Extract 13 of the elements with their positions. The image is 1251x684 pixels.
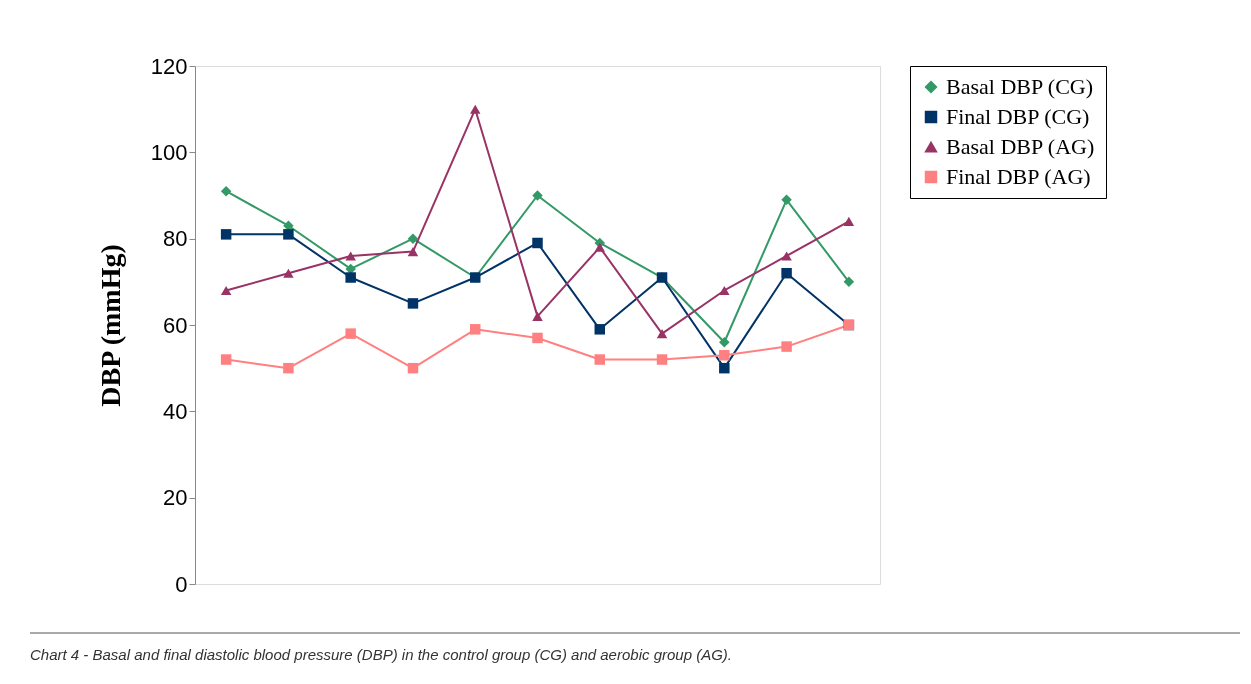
y-tick-label: 20 (163, 485, 188, 511)
y-tick-label: 100 (150, 139, 188, 165)
y-tick-label: 0 (175, 571, 188, 597)
y-tick-label: 120 (150, 53, 188, 79)
legend-label: Basal DBP (CG) (946, 74, 1094, 99)
legend-label: Final DBP (CG) (946, 104, 1090, 129)
legend-label: Final DBP (AG) (946, 164, 1091, 189)
y-tick-label: 80 (163, 226, 188, 252)
y-tick-label: 60 (163, 312, 188, 338)
caption: Chart 4 - Basal and final diastolic blood pressure (DBP) in the control group (CG) and aerobic group (AG). (30, 646, 733, 663)
legend-label: Basal DBP (AG) (946, 134, 1095, 159)
y-tick-label: 40 (163, 398, 188, 424)
y-axis-title: DBP (mmHg) (94, 244, 126, 407)
